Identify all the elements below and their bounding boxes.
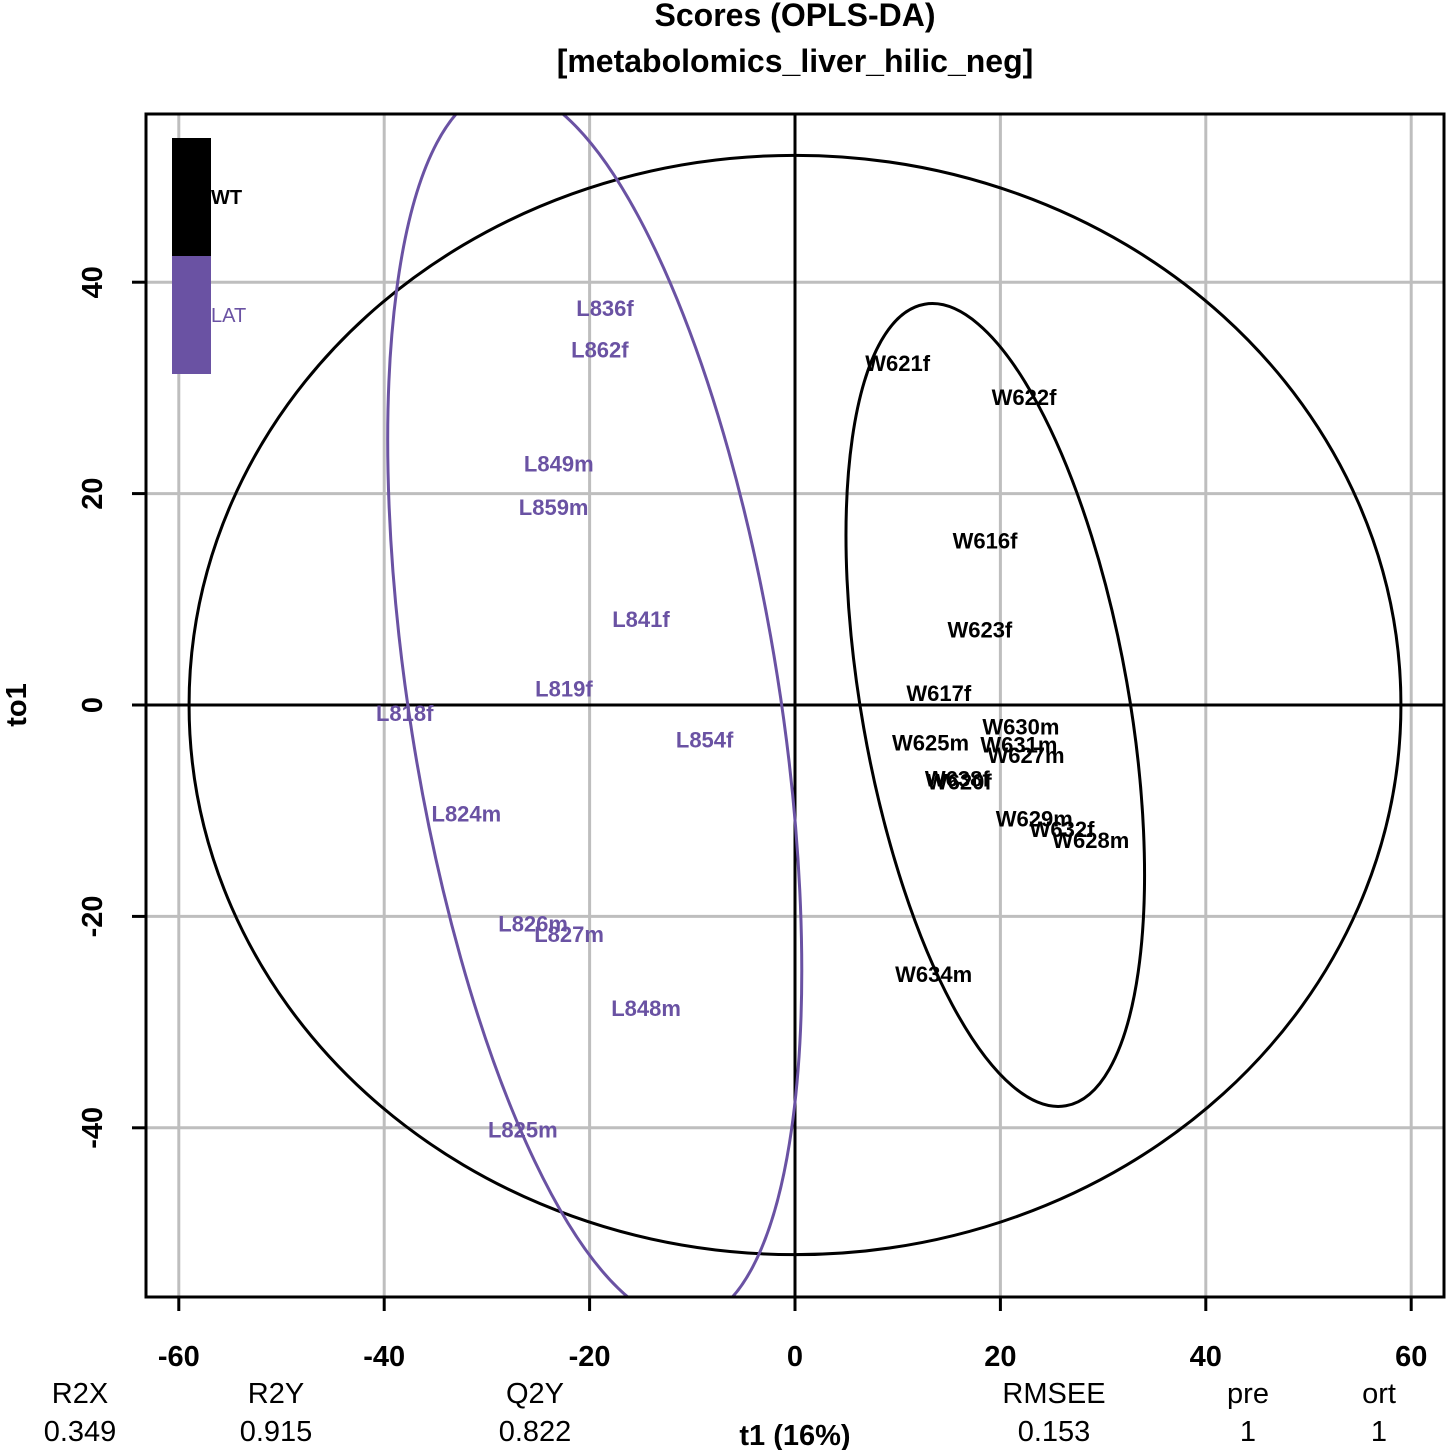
point-label: W628m: [1052, 828, 1129, 853]
chart-title: Scores (OPLS-DA): [655, 0, 936, 33]
y-tick-label: 20: [77, 477, 109, 509]
point-label: L819f: [535, 677, 593, 702]
hotelling-ellipse: [187, 153, 1403, 1257]
y-axis-label: to1: [1, 683, 33, 727]
x-axis-label: t1 (16%): [739, 1420, 850, 1450]
point-label: W622f: [992, 385, 1057, 410]
x-tick-label: -60: [158, 1341, 200, 1373]
stat-label-pre: pre: [1227, 1378, 1269, 1410]
stat-value-ort: 1: [1370, 1416, 1388, 1448]
x-tick-label: -40: [363, 1341, 405, 1373]
x-tick-label: -20: [569, 1341, 611, 1373]
point-labels: W621f W622f W616f W623f W617f W630m W625m W631m…: [376, 296, 1129, 1142]
point-label: W623f: [947, 617, 1012, 642]
point-label: W621f: [865, 351, 930, 376]
point-label: W616f: [953, 529, 1018, 554]
point-label: L818f: [376, 701, 434, 726]
stat-value-r2y: 0.915: [239, 1416, 313, 1448]
point-label: L841f: [612, 607, 670, 632]
group-ellipse-lat: [386, 114, 804, 1297]
point-label: L854f: [676, 727, 734, 752]
x-tick-label: 20: [984, 1341, 1016, 1373]
point-label: W634m: [895, 962, 972, 987]
stat-label-r2y: R2Y: [247, 1378, 305, 1410]
zero-axes: [146, 114, 1444, 1297]
point-label: L827m: [534, 922, 604, 947]
x-tick-label: 60: [1395, 1341, 1427, 1373]
point-label: L848m: [611, 996, 681, 1021]
stat-label-rmsee: RMSEE: [1002, 1378, 1106, 1410]
point-label: W638f: [925, 766, 990, 791]
point-label: W631m: [980, 733, 1057, 758]
stat-value-r2x: 0.349: [43, 1416, 117, 1448]
stat-label-q2y: Q2Y: [505, 1378, 565, 1410]
stat-label-r2x: R2X: [51, 1378, 109, 1410]
point-label: L849m: [524, 452, 594, 477]
point-label: W629m: [996, 807, 1073, 832]
point-label: L862f: [571, 337, 629, 362]
legend-label-wt: WT: [211, 187, 242, 209]
point-label: W632f: [1030, 817, 1095, 842]
legend-swatch-lat: [172, 256, 211, 374]
stat-value-pre: 1: [1239, 1416, 1257, 1448]
y-tick-label: 0: [77, 697, 109, 713]
ellipses: [187, 114, 1403, 1297]
y-tick-label: -20: [77, 895, 109, 937]
point-label: W625m: [892, 731, 969, 756]
chart-subtitle: [metabolomics_liver_hilic_neg]: [557, 43, 1034, 79]
point-label: W630m: [982, 715, 1059, 740]
point-label: L824m: [432, 801, 502, 826]
y-tick-label: 40: [77, 266, 109, 298]
group-ellipse-wt: [844, 302, 1147, 1108]
x-tick-label: 0: [787, 1341, 803, 1373]
axis-ticks: -60 -40 -20 0 20 40 60 -40 -20 0 20 40: [77, 266, 1427, 1373]
point-label: L859m: [519, 495, 589, 520]
legend-swatch-wt: [172, 138, 211, 256]
legend-label-lat: LAT: [211, 305, 246, 327]
stat-value-q2y: 0.822: [498, 1416, 572, 1448]
point-label: L826m: [498, 911, 568, 936]
point-label: W620f: [927, 770, 992, 795]
point-label: L836f: [576, 296, 634, 321]
stat-label-ort: ort: [1362, 1378, 1396, 1410]
legend: WT LAT: [172, 138, 246, 374]
stat-value-rmsee: 0.153: [1017, 1416, 1091, 1448]
x-tick-label: 40: [1190, 1341, 1222, 1373]
point-label: W617f: [906, 681, 971, 706]
y-tick-label: -40: [77, 1107, 109, 1149]
point-label: W627m: [988, 743, 1065, 768]
point-label: L825m: [488, 1117, 558, 1142]
